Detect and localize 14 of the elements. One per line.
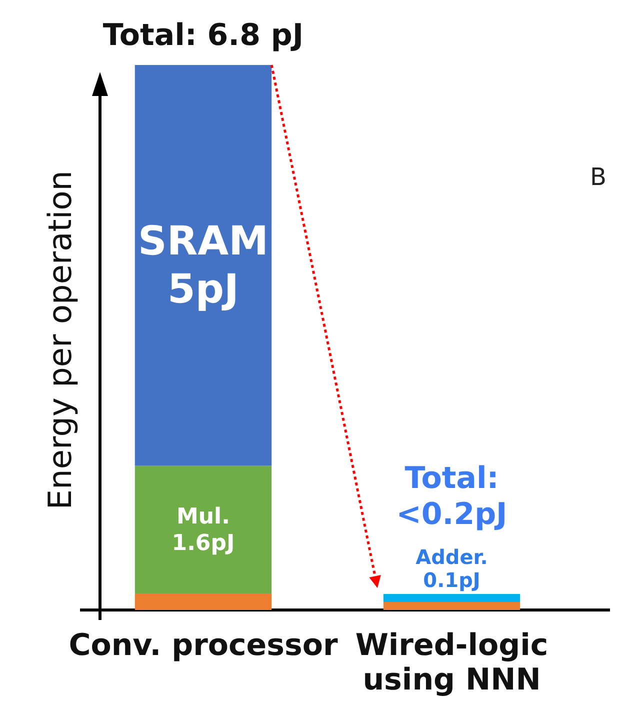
bar: [383, 602, 520, 610]
data-label: Mul. 1.6pJ: [172, 504, 235, 556]
bar: [134, 594, 272, 610]
x-tick-label: Conv. processor: [68, 628, 338, 662]
total-label: Total: <0.2pJ: [396, 460, 508, 532]
total-label: Total: 6.8 pJ: [102, 18, 304, 52]
data-label: Adder. 0.1pJ: [416, 544, 488, 592]
bar: [383, 594, 520, 602]
bar: [134, 466, 272, 594]
y-axis-title: Energy per operation: [41, 170, 79, 510]
bar: [134, 65, 272, 466]
data-label: SRAM 5pJ: [138, 218, 268, 312]
annotation: B: [590, 163, 606, 191]
x-tick-label: Wired-logic using NNN: [355, 628, 548, 697]
